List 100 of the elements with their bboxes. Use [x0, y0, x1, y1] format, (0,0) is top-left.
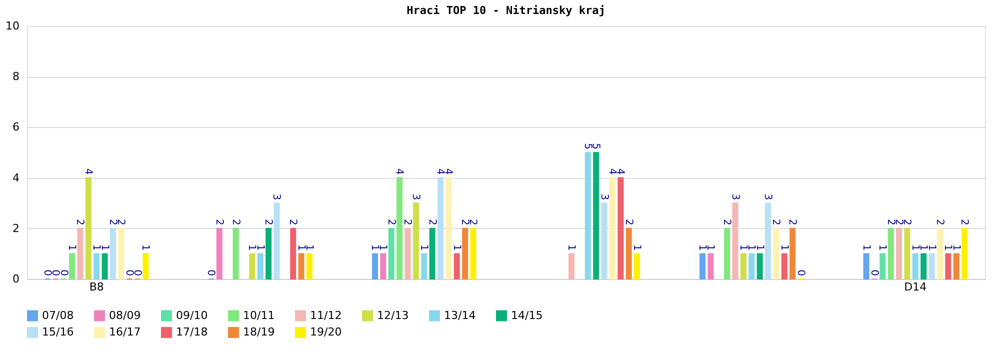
- data-label: 1: [566, 244, 577, 251]
- bar: [896, 228, 902, 280]
- bar: [118, 228, 124, 280]
- bar: [274, 202, 280, 280]
- bar: [601, 202, 608, 280]
- bar: [266, 228, 272, 280]
- data-label: 2: [934, 219, 945, 226]
- y-tick-label: 2: [12, 222, 20, 235]
- legend-label: 14/15: [511, 308, 543, 322]
- data-label: 5: [582, 143, 593, 150]
- bar: [904, 228, 910, 280]
- bar: [962, 228, 968, 280]
- data-label: 2: [721, 219, 732, 226]
- data-label: 2: [287, 219, 298, 226]
- y-tick-label: 6: [12, 120, 20, 134]
- bar: [626, 228, 632, 280]
- data-label: 1: [368, 244, 380, 251]
- data-label: 1: [418, 244, 430, 251]
- data-label: 1: [942, 244, 954, 251]
- bar: [765, 202, 772, 280]
- legend-label: 10/11: [243, 308, 275, 322]
- bar: [249, 253, 256, 280]
- data-label: 1: [876, 244, 888, 251]
- data-label: 2: [230, 219, 241, 226]
- bar: [232, 228, 239, 280]
- bar: [888, 228, 894, 280]
- bar: [412, 202, 419, 280]
- data-label: 2: [74, 219, 86, 226]
- bar: [380, 253, 386, 280]
- data-label: 1: [140, 244, 151, 251]
- data-label: 0: [123, 270, 134, 276]
- bar: [584, 152, 591, 280]
- bar: [609, 177, 616, 280]
- bar: [634, 253, 640, 280]
- data-label: 3: [729, 194, 740, 200]
- data-label: 4: [82, 168, 94, 175]
- legend-label: 07/08: [42, 308, 74, 322]
- data-label: 1: [909, 244, 920, 251]
- bar: [388, 228, 394, 280]
- bar: [429, 228, 436, 280]
- data-label: 0: [868, 270, 880, 276]
- data-label: 4: [606, 168, 618, 175]
- data-label: 1: [860, 244, 872, 251]
- y-tick-label: 8: [12, 70, 20, 84]
- chart-title: Hraci TOP 10 - Nitriansky kraj: [406, 4, 606, 17]
- bar: [732, 202, 738, 280]
- data-label: 1: [696, 244, 708, 251]
- bar: [568, 253, 575, 280]
- bar: [372, 253, 378, 280]
- legend-label: 16/17: [109, 326, 141, 338]
- bar: [618, 177, 624, 280]
- legend-label: 11/12: [310, 308, 342, 322]
- data-label: 3: [410, 194, 421, 200]
- y-tick-label: 10: [6, 20, 20, 32]
- bar: [396, 177, 403, 280]
- bar: [290, 228, 296, 280]
- bar: [437, 177, 444, 280]
- data-label: 1: [66, 244, 78, 251]
- data-label: 2: [385, 219, 396, 226]
- bar: [102, 253, 108, 280]
- data-label: 2: [262, 219, 274, 226]
- bar: [257, 253, 264, 280]
- data-label: 1: [450, 244, 462, 251]
- legend-label: 12/13: [377, 308, 409, 322]
- x-tick-label: D14: [904, 280, 927, 294]
- bar: [85, 177, 92, 280]
- data-label: 1: [295, 244, 306, 251]
- bar: [454, 253, 460, 280]
- data-label: 2: [459, 219, 470, 226]
- data-label: 4: [434, 168, 446, 175]
- bar: [756, 253, 763, 280]
- bar: [142, 253, 149, 280]
- bar: [421, 253, 428, 280]
- data-label: 2: [786, 219, 798, 226]
- bar: [748, 253, 755, 280]
- bar: [462, 228, 468, 280]
- data-label: 2: [958, 219, 970, 226]
- bar: [740, 253, 746, 280]
- legend-label: 13/14: [444, 308, 476, 322]
- data-label: 2: [426, 219, 438, 226]
- bar: [404, 228, 411, 280]
- legend-label: 18/19: [243, 326, 275, 338]
- data-label: 2: [106, 219, 118, 226]
- data-label: 3: [762, 194, 774, 200]
- bar: [77, 228, 84, 280]
- bar: [708, 253, 714, 280]
- bar: [700, 253, 706, 280]
- legend-label: 15/16: [42, 326, 74, 338]
- data-label: 0: [41, 270, 52, 276]
- y-tick-label: 4: [12, 171, 20, 184]
- bar: [110, 228, 116, 280]
- data-label: 4: [394, 168, 405, 175]
- bar: [920, 253, 927, 280]
- legend-label: 17/18: [176, 326, 208, 338]
- x-tick-label: B8: [89, 280, 104, 294]
- legend-label: 08/09: [109, 308, 141, 322]
- bar: [863, 253, 870, 280]
- legend-label: 09/10: [176, 308, 208, 322]
- bar: [880, 253, 886, 280]
- legend-label: 19/20: [310, 326, 342, 338]
